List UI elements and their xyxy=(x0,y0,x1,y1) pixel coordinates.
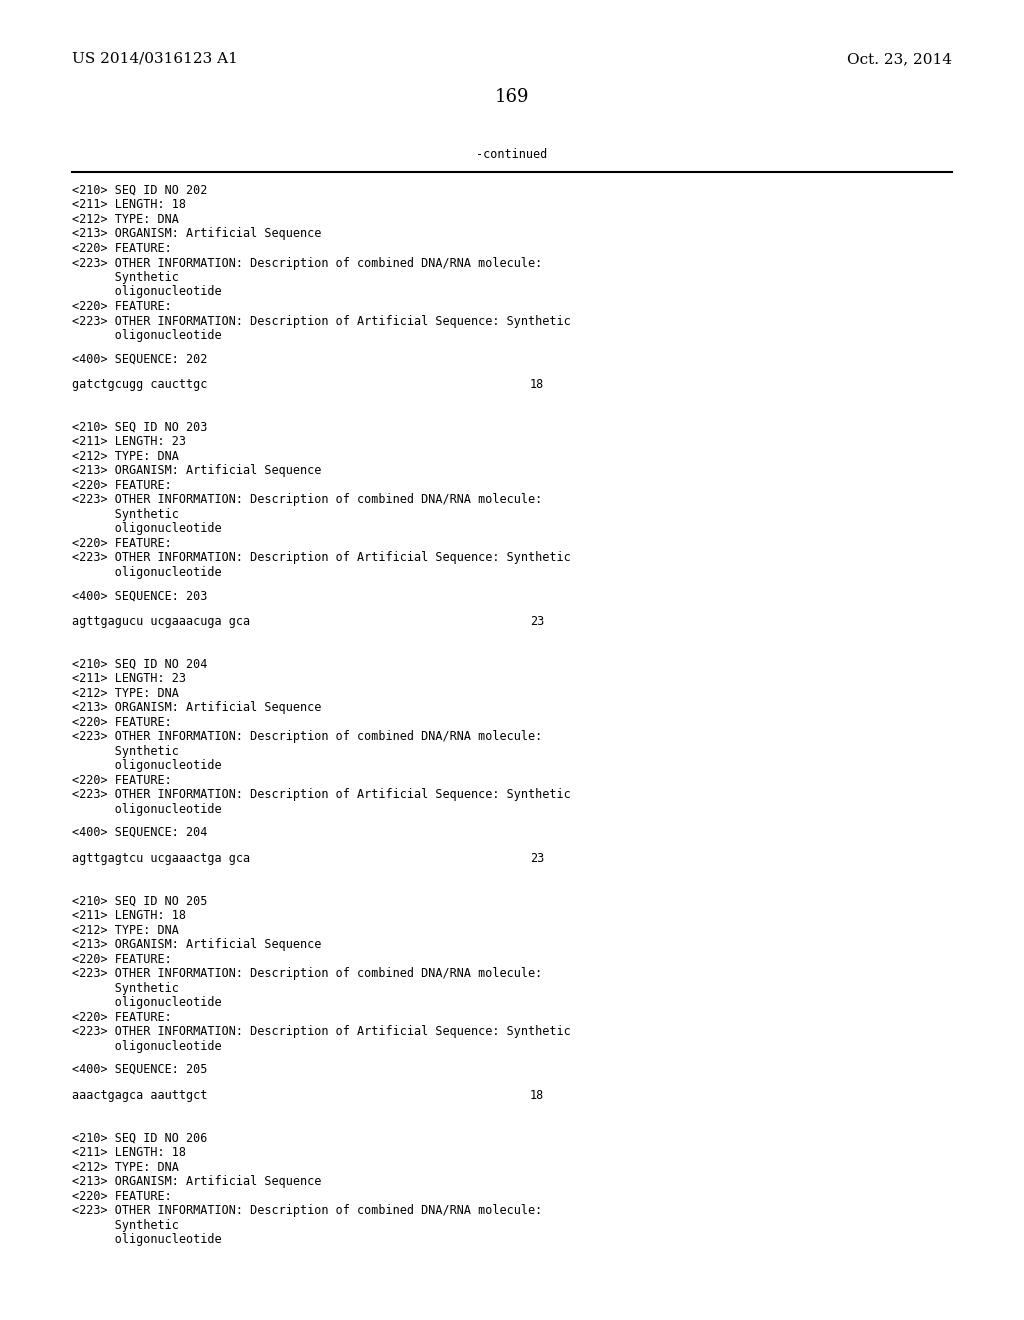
Text: <210> SEQ ID NO 204: <210> SEQ ID NO 204 xyxy=(72,657,208,671)
Text: <213> ORGANISM: Artificial Sequence: <213> ORGANISM: Artificial Sequence xyxy=(72,1175,322,1188)
Text: Synthetic: Synthetic xyxy=(72,982,179,995)
Text: <210> SEQ ID NO 202: <210> SEQ ID NO 202 xyxy=(72,183,208,197)
Text: <212> TYPE: DNA: <212> TYPE: DNA xyxy=(72,450,179,463)
Text: <223> OTHER INFORMATION: Description of Artificial Sequence: Synthetic: <223> OTHER INFORMATION: Description of … xyxy=(72,788,570,801)
Text: <213> ORGANISM: Artificial Sequence: <213> ORGANISM: Artificial Sequence xyxy=(72,227,322,240)
Text: 23: 23 xyxy=(530,853,544,865)
Text: <220> FEATURE:: <220> FEATURE: xyxy=(72,715,172,729)
Text: Synthetic: Synthetic xyxy=(72,1218,179,1232)
Text: <223> OTHER INFORMATION: Description of Artificial Sequence: Synthetic: <223> OTHER INFORMATION: Description of … xyxy=(72,1026,570,1039)
Text: <400> SEQUENCE: 203: <400> SEQUENCE: 203 xyxy=(72,589,208,602)
Text: <400> SEQUENCE: 202: <400> SEQUENCE: 202 xyxy=(72,352,208,366)
Text: oligonucleotide: oligonucleotide xyxy=(72,285,221,298)
Text: oligonucleotide: oligonucleotide xyxy=(72,1040,221,1053)
Text: 23: 23 xyxy=(530,615,544,628)
Text: Synthetic: Synthetic xyxy=(72,271,179,284)
Text: <220> FEATURE:: <220> FEATURE: xyxy=(72,537,172,550)
Text: 18: 18 xyxy=(530,1089,544,1102)
Text: <210> SEQ ID NO 205: <210> SEQ ID NO 205 xyxy=(72,895,208,908)
Text: <223> OTHER INFORMATION: Description of combined DNA/RNA molecule:: <223> OTHER INFORMATION: Description of … xyxy=(72,494,543,507)
Text: <220> FEATURE:: <220> FEATURE: xyxy=(72,1011,172,1024)
Text: <210> SEQ ID NO 206: <210> SEQ ID NO 206 xyxy=(72,1131,208,1144)
Text: <212> TYPE: DNA: <212> TYPE: DNA xyxy=(72,924,179,937)
Text: <212> TYPE: DNA: <212> TYPE: DNA xyxy=(72,213,179,226)
Text: <220> FEATURE:: <220> FEATURE: xyxy=(72,774,172,787)
Text: <220> FEATURE:: <220> FEATURE: xyxy=(72,953,172,966)
Text: <213> ORGANISM: Artificial Sequence: <213> ORGANISM: Artificial Sequence xyxy=(72,939,322,952)
Text: agttgagucu ucgaaacuga gca: agttgagucu ucgaaacuga gca xyxy=(72,615,250,628)
Text: oligonucleotide: oligonucleotide xyxy=(72,997,221,1010)
Text: oligonucleotide: oligonucleotide xyxy=(72,1233,221,1246)
Text: <213> ORGANISM: Artificial Sequence: <213> ORGANISM: Artificial Sequence xyxy=(72,701,322,714)
Text: Synthetic: Synthetic xyxy=(72,744,179,758)
Text: <211> LENGTH: 18: <211> LENGTH: 18 xyxy=(72,198,186,211)
Text: <223> OTHER INFORMATION: Description of combined DNA/RNA molecule:: <223> OTHER INFORMATION: Description of … xyxy=(72,730,543,743)
Text: oligonucleotide: oligonucleotide xyxy=(72,523,221,536)
Text: oligonucleotide: oligonucleotide xyxy=(72,566,221,579)
Text: <220> FEATURE:: <220> FEATURE: xyxy=(72,479,172,492)
Text: <220> FEATURE:: <220> FEATURE: xyxy=(72,1189,172,1203)
Text: <210> SEQ ID NO 203: <210> SEQ ID NO 203 xyxy=(72,421,208,434)
Text: oligonucleotide: oligonucleotide xyxy=(72,329,221,342)
Text: <400> SEQUENCE: 204: <400> SEQUENCE: 204 xyxy=(72,826,208,840)
Text: aaactgagca aauttgct: aaactgagca aauttgct xyxy=(72,1089,208,1102)
Text: 18: 18 xyxy=(530,379,544,391)
Text: -continued: -continued xyxy=(476,148,548,161)
Text: <400> SEQUENCE: 205: <400> SEQUENCE: 205 xyxy=(72,1063,208,1076)
Text: <220> FEATURE:: <220> FEATURE: xyxy=(72,242,172,255)
Text: <223> OTHER INFORMATION: Description of combined DNA/RNA molecule:: <223> OTHER INFORMATION: Description of … xyxy=(72,256,543,269)
Text: oligonucleotide: oligonucleotide xyxy=(72,803,221,816)
Text: <212> TYPE: DNA: <212> TYPE: DNA xyxy=(72,686,179,700)
Text: <211> LENGTH: 23: <211> LENGTH: 23 xyxy=(72,672,186,685)
Text: <212> TYPE: DNA: <212> TYPE: DNA xyxy=(72,1160,179,1173)
Text: <211> LENGTH: 18: <211> LENGTH: 18 xyxy=(72,909,186,923)
Text: <223> OTHER INFORMATION: Description of Artificial Sequence: Synthetic: <223> OTHER INFORMATION: Description of … xyxy=(72,314,570,327)
Text: <223> OTHER INFORMATION: Description of combined DNA/RNA molecule:: <223> OTHER INFORMATION: Description of … xyxy=(72,1204,543,1217)
Text: Synthetic: Synthetic xyxy=(72,508,179,521)
Text: <213> ORGANISM: Artificial Sequence: <213> ORGANISM: Artificial Sequence xyxy=(72,465,322,478)
Text: <220> FEATURE:: <220> FEATURE: xyxy=(72,300,172,313)
Text: <223> OTHER INFORMATION: Description of combined DNA/RNA molecule:: <223> OTHER INFORMATION: Description of … xyxy=(72,968,543,981)
Text: Oct. 23, 2014: Oct. 23, 2014 xyxy=(847,51,952,66)
Text: <211> LENGTH: 18: <211> LENGTH: 18 xyxy=(72,1146,186,1159)
Text: <223> OTHER INFORMATION: Description of Artificial Sequence: Synthetic: <223> OTHER INFORMATION: Description of … xyxy=(72,552,570,565)
Text: agttgagtcu ucgaaactga gca: agttgagtcu ucgaaactga gca xyxy=(72,853,250,865)
Text: 169: 169 xyxy=(495,88,529,106)
Text: gatctgcugg caucttgc: gatctgcugg caucttgc xyxy=(72,379,208,391)
Text: <211> LENGTH: 23: <211> LENGTH: 23 xyxy=(72,436,186,449)
Text: oligonucleotide: oligonucleotide xyxy=(72,759,221,772)
Text: US 2014/0316123 A1: US 2014/0316123 A1 xyxy=(72,51,238,66)
